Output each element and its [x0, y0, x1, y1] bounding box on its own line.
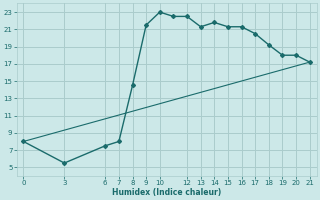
X-axis label: Humidex (Indice chaleur): Humidex (Indice chaleur) — [112, 188, 221, 197]
